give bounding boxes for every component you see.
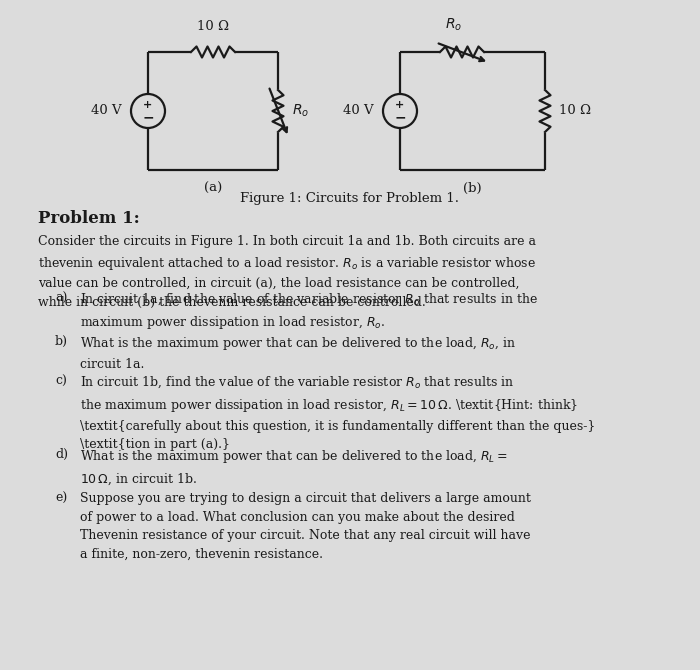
Text: What is the maximum power that can be delivered to the load, $R_o$, in
circuit 1: What is the maximum power that can be de… — [80, 335, 517, 371]
Text: e): e) — [55, 492, 67, 505]
Text: Figure 1: Circuits for Problem 1.: Figure 1: Circuits for Problem 1. — [241, 192, 459, 205]
Text: 40 V: 40 V — [344, 105, 374, 117]
Text: Consider the circuits in Figure 1. In both circuit 1a and 1b. Both circuits are : Consider the circuits in Figure 1. In bo… — [38, 235, 536, 309]
Text: +: + — [395, 100, 405, 110]
Text: +: + — [144, 100, 153, 110]
Text: What is the maximum power that can be delivered to the load, $R_L =$
$10\,\Omega: What is the maximum power that can be de… — [80, 448, 508, 486]
Text: Suppose you are trying to design a circuit that delivers a large amount
of power: Suppose you are trying to design a circu… — [80, 492, 531, 561]
Text: a): a) — [55, 292, 67, 305]
Text: c): c) — [55, 375, 67, 388]
Text: (b): (b) — [463, 182, 482, 195]
Text: −: − — [142, 110, 154, 124]
Text: −: − — [394, 110, 406, 124]
Text: Problem 1:: Problem 1: — [38, 210, 140, 227]
Text: In circuit 1a, find the value of the variable resistor $R_o$ that results in the: In circuit 1a, find the value of the var… — [80, 292, 538, 331]
Text: $R_o$: $R_o$ — [292, 103, 309, 119]
Text: In circuit 1b, find the value of the variable resistor $R_o$ that results in
the: In circuit 1b, find the value of the var… — [80, 375, 596, 451]
Text: $R_o$: $R_o$ — [445, 17, 463, 33]
Text: (a): (a) — [204, 182, 222, 195]
Text: b): b) — [55, 335, 68, 348]
Text: 10 Ω: 10 Ω — [559, 105, 591, 117]
Text: 40 V: 40 V — [92, 105, 122, 117]
Text: d): d) — [55, 448, 68, 461]
Text: 10 Ω: 10 Ω — [197, 20, 229, 33]
